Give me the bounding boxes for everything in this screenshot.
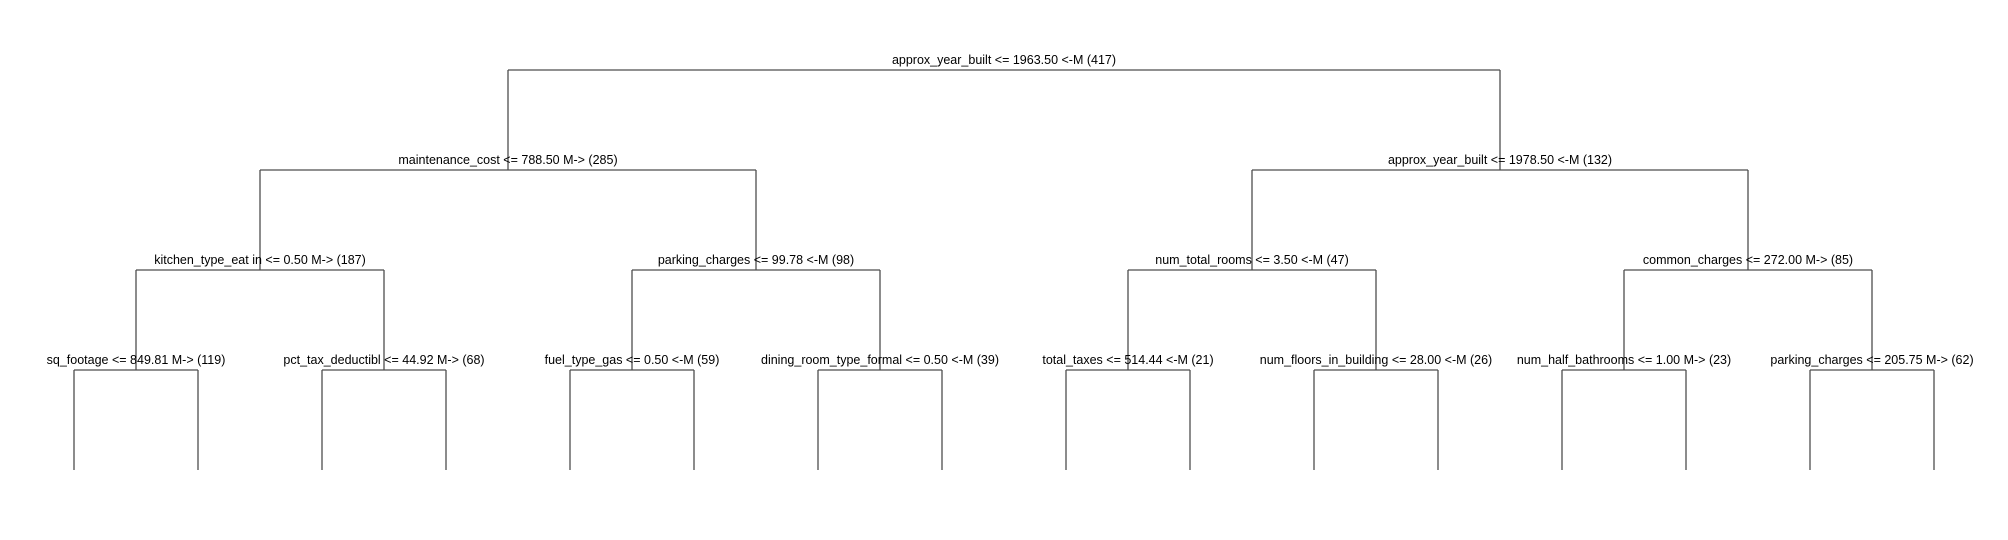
node-label: kitchen_type_eat in <= 0.50 M-> (187)	[154, 253, 366, 267]
node-label: num_half_bathrooms <= 1.00 M-> (23)	[1517, 353, 1731, 367]
node-label: pct_tax_deductibl <= 44.92 M-> (68)	[283, 353, 484, 367]
node-label: approx_year_built <= 1963.50 <-M (417)	[892, 53, 1116, 67]
node-label: parking_charges <= 99.78 <-M (98)	[658, 253, 854, 267]
node-label: fuel_type_gas <= 0.50 <-M (59)	[545, 353, 720, 367]
node-label: parking_charges <= 205.75 M-> (62)	[1770, 353, 1973, 367]
node-label: approx_year_built <= 1978.50 <-M (132)	[1388, 153, 1612, 167]
node-label: sq_footage <= 849.81 M-> (119)	[47, 353, 226, 367]
node-label: total_taxes <= 514.44 <-M (21)	[1042, 353, 1213, 367]
node-label: num_floors_in_building <= 28.00 <-M (26)	[1260, 353, 1492, 367]
node-label: num_total_rooms <= 3.50 <-M (47)	[1155, 253, 1349, 267]
node-label: common_charges <= 272.00 M-> (85)	[1643, 253, 1853, 267]
node-label: dining_room_type_formal <= 0.50 <-M (39)	[761, 353, 999, 367]
node-label: maintenance_cost <= 788.50 M-> (285)	[398, 153, 617, 167]
